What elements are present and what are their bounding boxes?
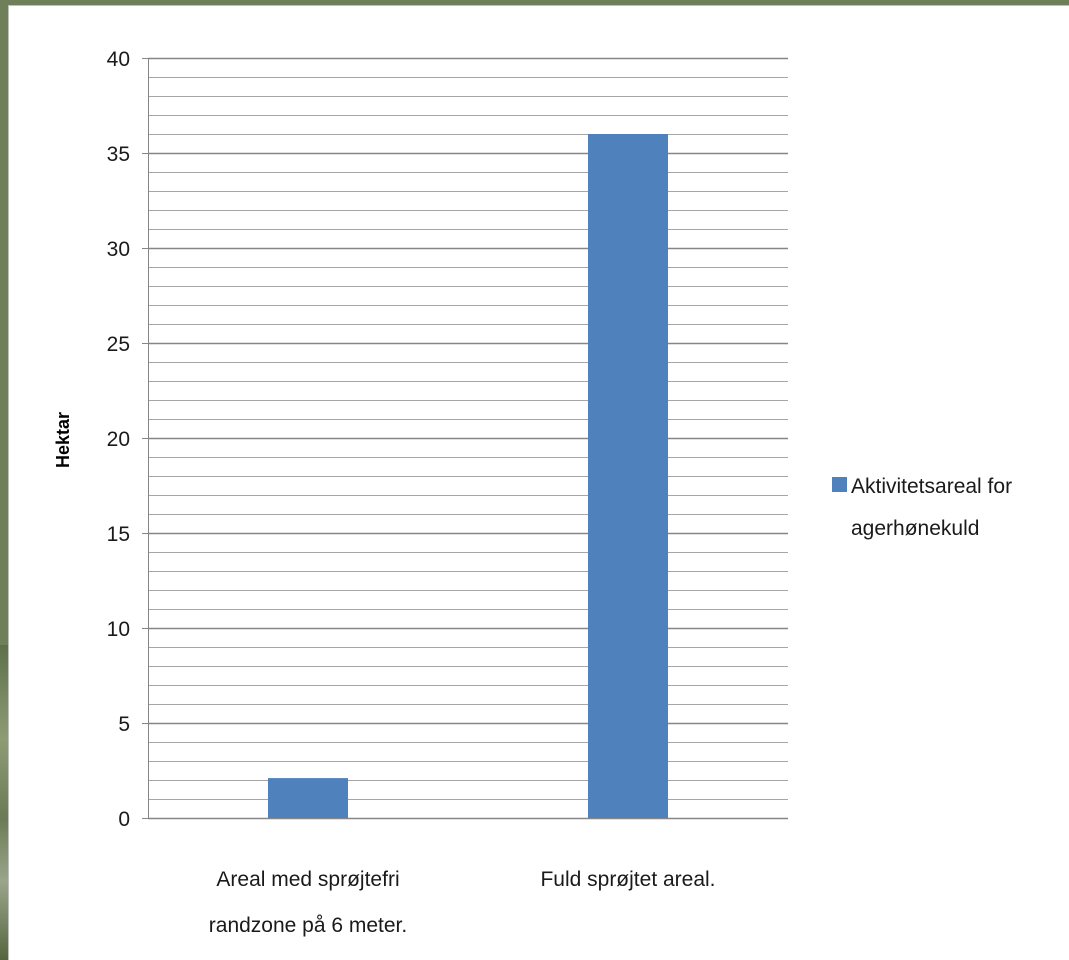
y-tick-label: 35	[107, 143, 130, 166]
y-tick-label: 30	[107, 238, 130, 261]
y-tick-label: 5	[118, 713, 130, 736]
gridlines	[142, 57, 788, 820]
bar	[588, 134, 668, 818]
y-tick-label: 40	[107, 48, 130, 71]
x-category-labels: Areal med sprøjtefri randzone på 6 meter.…	[209, 868, 716, 937]
y-tick-labels: 0 5 10 15 20 25 30 35 40	[107, 48, 130, 831]
legend: Aktivitetsareal for agerhønekuld	[832, 475, 1012, 540]
legend-swatch	[832, 477, 847, 492]
bar	[268, 778, 348, 818]
x-category-label: Areal med sprøjtefri randzone på 6 meter.	[209, 868, 407, 937]
y-tick-label: 20	[107, 428, 130, 451]
y-axis-label: Hektar	[53, 412, 73, 468]
x-category-label: Fuld sprøjtet areal.	[540, 868, 715, 891]
y-tick-label: 25	[107, 333, 130, 356]
y-tick-label: 15	[107, 523, 130, 546]
chart-frame	[8, 5, 1069, 960]
bars	[268, 134, 668, 818]
y-tick-label: 10	[107, 618, 130, 641]
legend-label: Aktivitetsareal for agerhønekuld	[851, 475, 1012, 540]
y-tick-label: 0	[118, 808, 130, 831]
